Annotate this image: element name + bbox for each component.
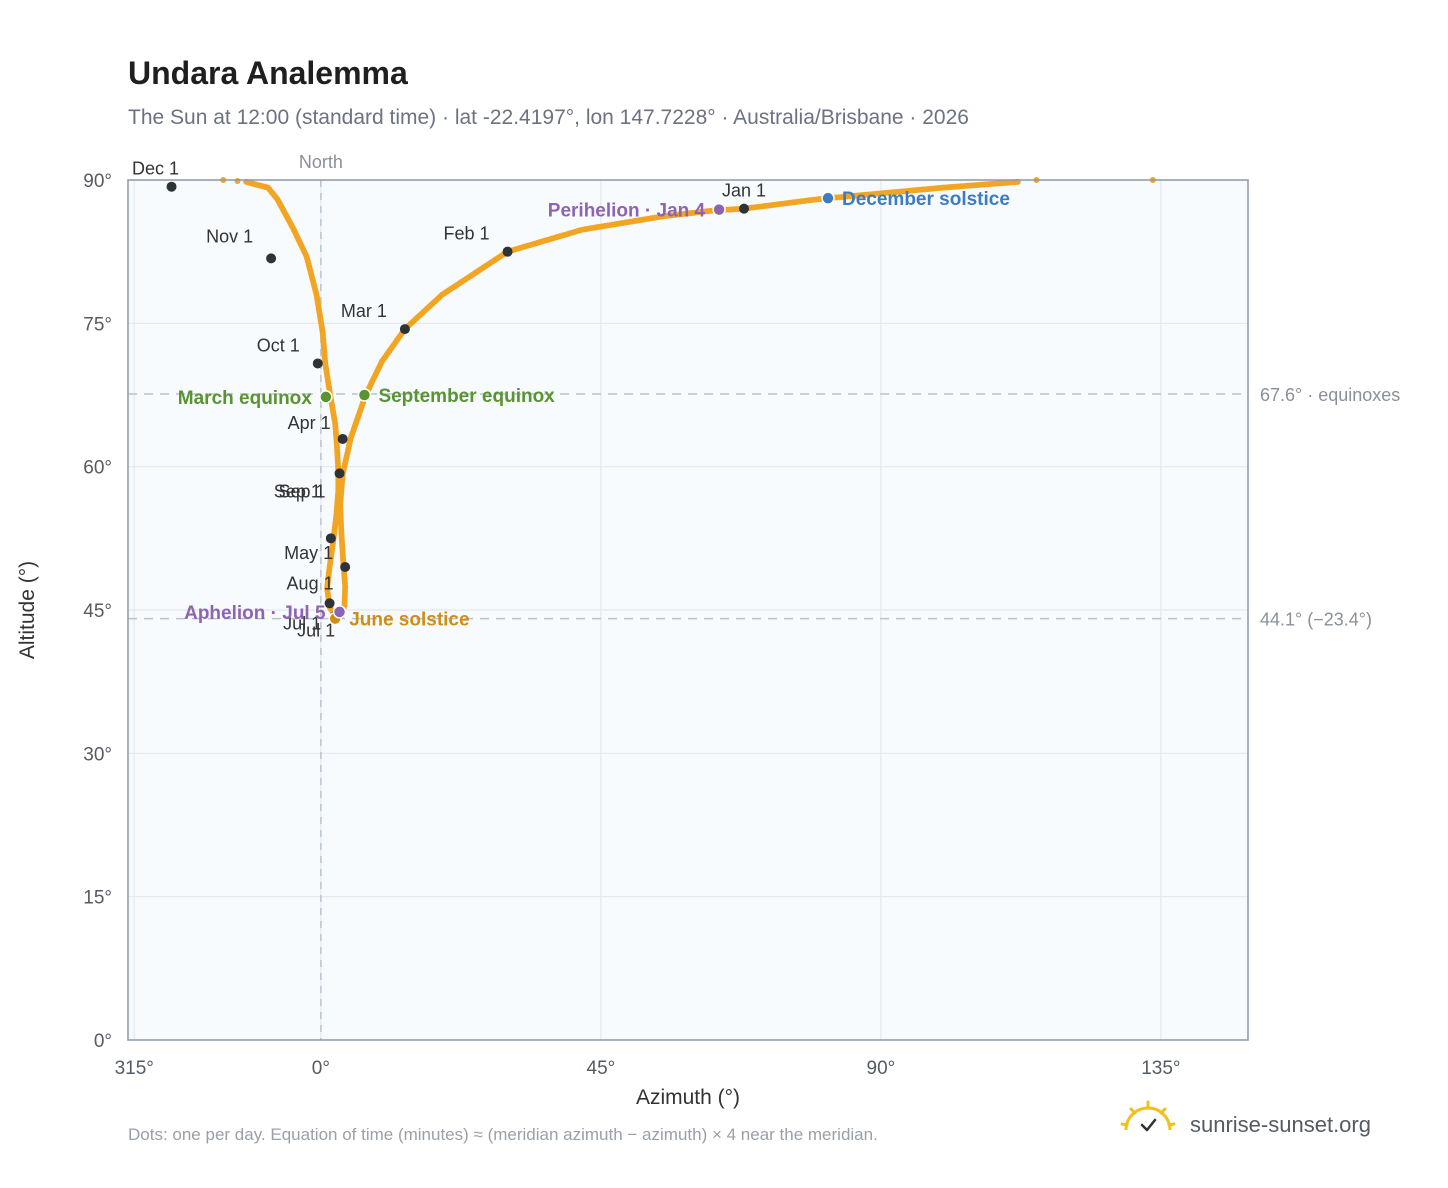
chart-title: Undara Analemma xyxy=(128,55,408,91)
event-marker xyxy=(319,390,333,404)
month-label: Jul 1 xyxy=(297,621,335,641)
y-tick-label: 30° xyxy=(83,744,112,765)
month-marker xyxy=(324,598,335,609)
y-tick-label: 15° xyxy=(83,888,112,909)
month-label: Oct 1 xyxy=(257,335,300,355)
event-label: March equinox xyxy=(178,388,313,409)
sun-logo-icon xyxy=(1120,1100,1176,1132)
y-tick-label: 45° xyxy=(83,601,112,622)
plot-frame xyxy=(127,179,1249,1041)
x-axis-label: Azimuth (°) xyxy=(636,1086,740,1109)
month-marker xyxy=(337,433,348,444)
meridian-label: North xyxy=(299,152,343,172)
y-tick-label: 75° xyxy=(83,314,112,335)
month-label: Sep 1 xyxy=(279,481,326,501)
event-label: Perihelion · Jan 4 xyxy=(548,201,706,222)
event-label: June solstice xyxy=(349,610,469,631)
month-label: Aug 1 xyxy=(287,573,334,593)
month-label: Mar 1 xyxy=(341,301,387,321)
x-tick-label: 90° xyxy=(867,1058,896,1079)
month-marker xyxy=(325,533,336,544)
y-tick-label: 60° xyxy=(83,458,112,479)
month-label: Apr 1 xyxy=(288,413,331,433)
month-marker xyxy=(266,253,277,264)
month-label: Dec 1 xyxy=(132,159,179,179)
month-label: Sep 1 xyxy=(274,481,321,501)
event-label: September equinox xyxy=(378,386,555,407)
month-label: Jan 1 xyxy=(722,181,766,201)
month-label: Jul 1 xyxy=(283,614,321,634)
month-marker xyxy=(166,181,177,192)
event-marker xyxy=(332,605,347,619)
reference-lines: North 67.6° · equinoxes 44.1° (−23.4°) xyxy=(128,152,1400,1040)
month-marker xyxy=(502,246,513,257)
reference-line-label: 67.6° · equinoxes xyxy=(1260,385,1400,405)
month-label: Nov 1 xyxy=(206,226,253,246)
footnote: Dots: one per day. Equation of time (min… xyxy=(128,1125,878,1144)
x-tick-label: 45° xyxy=(587,1058,616,1079)
month-marker xyxy=(340,562,351,572)
x-tick-label: 315° xyxy=(115,1058,154,1079)
x-tick-label: 135° xyxy=(1141,1058,1180,1079)
event-markers: March equinox September equinox June solst… xyxy=(178,189,1010,630)
brand-name: sunrise-sunset.org xyxy=(1190,1112,1371,1137)
month-marker xyxy=(312,358,323,369)
month-marker xyxy=(334,468,345,479)
event-label: Aphelion · Jul 5 xyxy=(184,603,326,624)
month-marker xyxy=(399,324,410,335)
event-label: December solstice xyxy=(842,189,1010,210)
month-label: May 1 xyxy=(284,543,333,563)
y-axis-label: Altitude (°) xyxy=(16,561,39,659)
daily-point xyxy=(234,177,241,184)
x-tick-label: 0° xyxy=(312,1058,330,1079)
event-marker xyxy=(712,202,726,217)
month-marker xyxy=(739,203,749,214)
axis-ticks: 315° 0° 45° 90° 135°0°15°30°45°60°75°90° xyxy=(83,171,1180,1079)
chart-subtitle: The Sun at 12:00 (standard time) · lat -… xyxy=(128,106,969,129)
event-marker xyxy=(821,191,835,205)
event-marker xyxy=(357,388,372,402)
y-tick-label: 90° xyxy=(83,171,112,192)
reference-line-label: 44.1° (−23.4°) xyxy=(1260,610,1372,630)
month-label: Feb 1 xyxy=(444,224,490,244)
y-tick-label: 0° xyxy=(94,1031,112,1052)
